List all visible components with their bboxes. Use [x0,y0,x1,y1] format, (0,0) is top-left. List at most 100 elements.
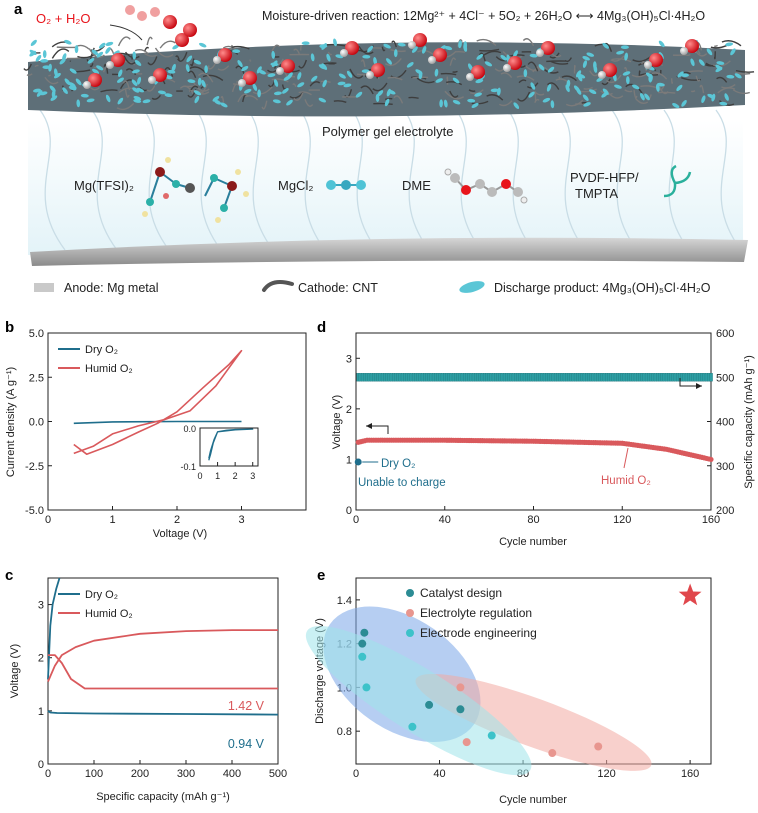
oxygen-atom [281,59,295,73]
scatter-point [360,628,369,637]
hydrogen-atom [148,76,156,84]
cnt-strand [323,62,337,65]
x-tick-label: 100 [85,768,103,780]
discharge-product-flake [384,98,390,107]
cnt-strand [89,63,94,68]
polymer-fiber [403,109,430,251]
cnt-strand [333,100,347,104]
discharge-product-flake [68,86,77,91]
discharge-product-flake [644,93,650,101]
cnt-strand [44,76,59,85]
polymer-fiber [195,109,222,251]
scatter-point [358,652,367,661]
oxygen-atom [471,65,485,79]
discharge-product-flake [68,82,76,88]
legend-marker [406,629,414,637]
humid-voltage-point [708,456,714,463]
cnt-strand [391,40,397,48]
x-axis-label: Cycle number [499,536,567,548]
y-tick-label: 0 [38,759,44,771]
discharge-product-flake [267,73,276,78]
discharge-product-flake [656,82,665,87]
cnt-strand [298,59,308,69]
oxygen-atom [413,33,427,47]
hydrogen-atom [366,71,374,79]
cnt-strand [476,38,497,46]
annotation-humid-voltage: 1.42 V [228,699,265,713]
scatter-point [358,639,367,648]
discharge-product-flake [706,48,713,56]
oxygen-atom [685,39,699,53]
oxygen-atom [111,53,125,67]
cnt-strand [721,40,742,47]
discharge-product-flake [40,59,49,63]
discharge-product-flake [105,41,114,46]
dry-voltage-point [354,458,362,466]
cnt-strand [670,78,673,84]
discharge-product-flake [96,65,104,71]
x-tick-label: 40 [439,514,451,526]
y-axis-label: Voltage (V) [331,395,343,449]
discharge-product-flake [53,68,58,77]
hydrogen-atom [644,61,652,69]
discharge-product-flake [586,52,595,57]
hydrogen-atom [106,61,114,69]
reaction-equation: Moisture-driven reaction: 12Mg²⁺ + 4Cl⁻ … [262,9,705,23]
x-tick-label: 300 [177,768,195,780]
gel-electrolyte-region [28,120,743,255]
discharge-product-flake [131,79,138,86]
discharge-product-flake [707,93,715,99]
discharge-product-flake [198,42,207,48]
oxygen-atom [649,53,663,67]
cnt-strand [299,44,303,51]
cnt-strand [159,40,176,49]
discharge-product-flake [185,64,190,72]
cnt-legend-swatch [262,280,294,292]
discharge-product-flake [523,69,528,78]
discharge-product-flake [311,75,318,82]
discharge-product-flake [620,45,629,49]
cnt-strand [144,46,150,51]
cnt-strand [124,88,130,98]
cnt-strand [387,76,403,81]
cnt-strand [298,91,312,96]
y-tick-label: 0.0 [29,417,44,429]
cnt-strand [534,98,540,104]
cnt-strand [735,71,751,75]
oxygen-atom [243,71,257,85]
humid-arrow [623,447,629,469]
discharge-product-flake [528,91,535,98]
discharge-product-flake [474,92,482,97]
polymer-fiber [143,109,170,251]
polymer-fiber [559,109,586,251]
cnt-strand [714,44,718,47]
discharge-product-flake [513,50,518,58]
polymer-fiber [611,109,638,251]
discharge-product-flake [137,76,142,85]
cnt-strand [601,78,611,86]
cnt-strand [494,61,510,72]
cnt-strand [561,75,577,82]
cnt-strand [134,49,149,55]
discharge-product-flake [463,44,468,52]
x-tick-label: 80 [527,514,539,526]
discharge-product-flake [241,66,249,72]
discharge-product-flake [680,73,689,77]
discharge-product-flake [677,71,684,78]
discharge-product-flake [444,45,453,51]
cnt-strand [117,36,131,47]
cnt-strand [231,45,250,50]
cnt-strand [271,44,281,52]
panel-label-a: a [14,1,23,18]
hydrogen-atom [466,73,474,81]
x-tick-label: 160 [702,514,720,526]
x-axis-label: Cycle number [499,794,567,806]
hydrogen-atom [408,41,416,49]
discharge-product-flake [716,61,725,65]
y-tick-label: 0 [346,505,352,517]
discharge-product-flake [42,50,47,59]
cnt-strand [292,83,297,88]
polymer-fiber [507,109,534,251]
